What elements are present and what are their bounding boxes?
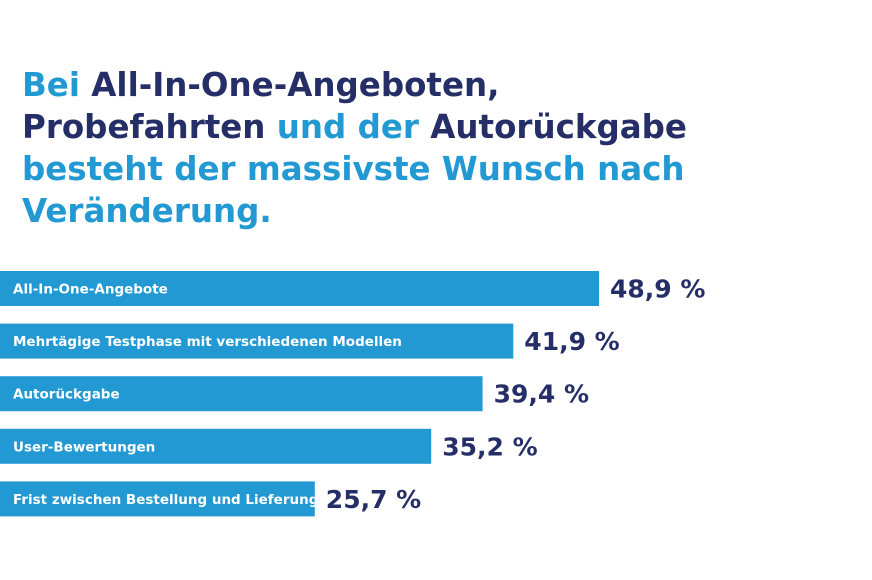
title-segment: Bei <box>22 66 92 104</box>
bar-value-label: 35,2 % <box>442 432 537 461</box>
title-segment: Probefahrten <box>22 108 277 146</box>
bar-category-label: Autorückgabe <box>13 387 120 403</box>
bar-category-label: User-Bewertungen <box>13 439 155 455</box>
bar-value-label: 48,9 % <box>610 275 705 304</box>
bar <box>0 323 514 359</box>
bar <box>0 428 432 464</box>
title-segment: und der <box>276 108 431 146</box>
bar <box>0 271 599 306</box>
title-segment: Veränderung. <box>22 192 272 230</box>
chart-title: Bei All-In-One-Angeboten, Probefahrten un… <box>22 64 687 232</box>
bar-category-label: All-In-One-Angebote <box>13 282 168 298</box>
title-segment: All-In-One-Angeboten, <box>91 66 500 104</box>
bar-value-label: 25,7 % <box>326 485 421 514</box>
bar-category-label: Mehrtägige Testphase mit verschiedenen M… <box>13 334 402 350</box>
bar-group: All-In-One-Angebote 48,9 % Mehrtägige Test… <box>0 271 705 517</box>
bar-value-label: 41,9 % <box>524 327 619 356</box>
title-segment: besteht der massivste Wunsch nach <box>22 150 685 188</box>
bar <box>0 376 483 412</box>
bar <box>0 481 315 517</box>
bar-value-label: 39,4 % <box>494 380 589 409</box>
title-segment: Autorückgabe <box>430 108 687 146</box>
bar-category-label: Frist zwischen Bestellung und Lieferung <box>13 492 318 508</box>
